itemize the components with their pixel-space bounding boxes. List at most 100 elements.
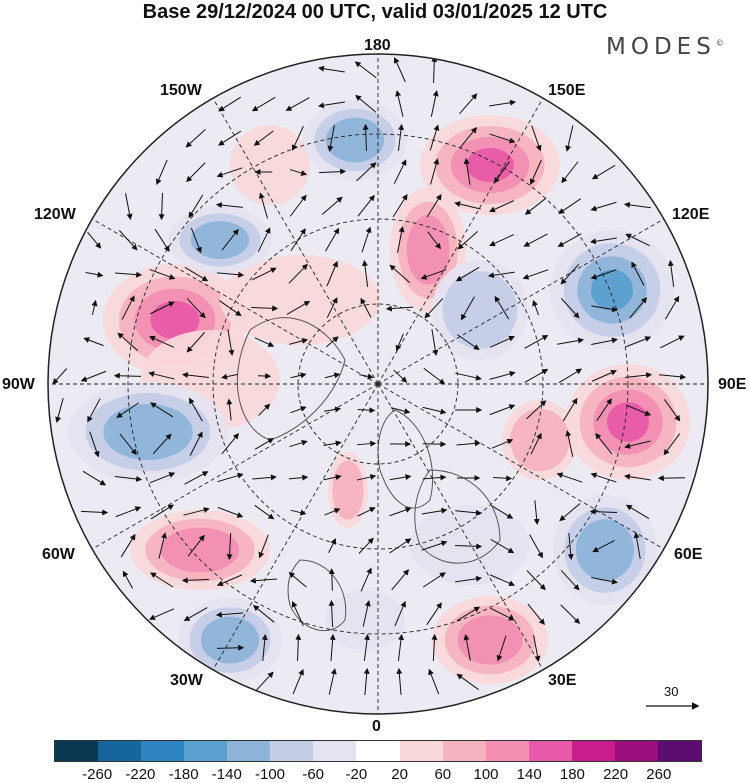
colorbar-segment <box>356 741 400 761</box>
wind-arrow <box>431 329 439 357</box>
wind-arrow <box>360 297 372 318</box>
wind-arrow <box>455 509 482 516</box>
wind-arrow <box>324 372 341 379</box>
wind-arrow <box>532 299 540 316</box>
wind-arrow <box>226 532 233 561</box>
wind-arrow <box>85 271 104 278</box>
wind-arrow <box>590 201 617 212</box>
wind-arrow <box>221 228 239 251</box>
positive-anomaly <box>332 460 364 520</box>
wind-arrow <box>389 538 412 554</box>
wind-arrow <box>591 337 618 346</box>
wind-arrow <box>321 196 343 215</box>
wind-arrow <box>491 438 514 449</box>
wind-arrow <box>289 194 307 217</box>
wind-arrow <box>392 193 408 218</box>
wind-arrow <box>457 230 479 250</box>
wind-arrow <box>290 372 307 379</box>
wind-arrow <box>250 305 279 312</box>
positive-anomaly <box>606 402 650 442</box>
wind-arrow <box>181 577 210 584</box>
wind-arrow <box>82 470 107 486</box>
wind-arrow <box>261 633 268 661</box>
wind-arrow <box>663 433 681 456</box>
wind-arrow <box>186 162 206 183</box>
colorbar-tick-label: 100 <box>473 766 499 783</box>
wind-arrow <box>219 300 242 317</box>
wind-arrow <box>83 337 104 347</box>
latitude-circle <box>127 133 629 635</box>
lon-label-90w: 90W <box>2 376 35 393</box>
wind-arrow <box>529 534 543 559</box>
anomaly-field <box>68 100 690 684</box>
wind-arrow <box>625 372 653 379</box>
wind-arrow <box>355 94 377 113</box>
wind-arrow <box>493 161 510 184</box>
wind-arrow <box>357 194 375 217</box>
wind-arrow <box>421 507 448 515</box>
wind-arrow <box>120 533 136 558</box>
wind-arrow <box>557 233 582 247</box>
wind-arrow <box>489 574 516 586</box>
wind-arrow <box>158 192 165 221</box>
wind-arrow <box>323 474 342 481</box>
wind-arrow <box>625 504 650 520</box>
map-outline <box>47 53 709 715</box>
negative-anomaly <box>190 220 250 260</box>
wind-arrow <box>217 506 244 518</box>
wind-arrow <box>455 575 483 583</box>
wind-arrow <box>393 159 407 184</box>
wind-arrow <box>527 603 545 626</box>
colorbar <box>54 740 702 762</box>
wind-arrow <box>463 634 471 661</box>
lon-label-90e: 90E <box>718 376 747 393</box>
wind-arrow <box>328 599 335 628</box>
wind-arrow <box>149 335 175 348</box>
wind-arrow <box>290 228 306 252</box>
wind-arrow <box>659 373 687 380</box>
wind-arrow <box>317 101 345 109</box>
wind-arrow <box>318 168 347 175</box>
wind-arrow <box>657 475 686 482</box>
wind-arrow <box>356 162 377 182</box>
colorbar-tick-label: 220 <box>603 766 629 783</box>
wind-arrow <box>356 474 377 481</box>
meridian-line <box>91 383 379 550</box>
wind-arrow <box>258 373 272 380</box>
wind-arrow <box>183 507 210 516</box>
wind-arrow <box>454 201 481 210</box>
wind-arrow <box>394 600 406 627</box>
wind-arrow <box>291 125 304 151</box>
wind-arrow <box>560 298 580 319</box>
wind-arrow <box>565 125 574 152</box>
meridian-line <box>91 218 379 385</box>
meridian-line <box>377 97 544 385</box>
wind-arrow <box>221 373 238 380</box>
wind-arrow <box>422 474 447 481</box>
brand-logo: MODES© <box>606 34 724 60</box>
wind-arrow <box>359 373 374 380</box>
reference-vector-label: 30 <box>664 684 679 699</box>
wind-arrow <box>190 227 202 254</box>
wind-arrow <box>148 371 175 380</box>
wind-arrow <box>328 668 337 695</box>
wind-arrow <box>567 533 574 561</box>
colorbar-segment <box>614 741 658 761</box>
wind-arrow <box>487 271 515 279</box>
wind-arrow <box>184 266 209 282</box>
wind-arrow <box>490 607 515 621</box>
wind-arrow <box>227 329 235 357</box>
wind-arrow <box>664 295 680 320</box>
wind-arrow <box>363 633 370 661</box>
wind-arrow <box>183 607 208 622</box>
wind-arrow <box>660 335 685 349</box>
colorbar-segment <box>528 741 572 761</box>
lon-label-120w: 120W <box>34 206 76 223</box>
wind-arrow <box>185 128 206 148</box>
meridian-line <box>212 383 379 671</box>
wind-arrow <box>491 505 514 519</box>
lon-label-60e: 60E <box>674 546 703 563</box>
wind-arrow <box>397 633 404 661</box>
wind-arrow <box>80 509 109 516</box>
wind-arrow <box>181 372 209 379</box>
